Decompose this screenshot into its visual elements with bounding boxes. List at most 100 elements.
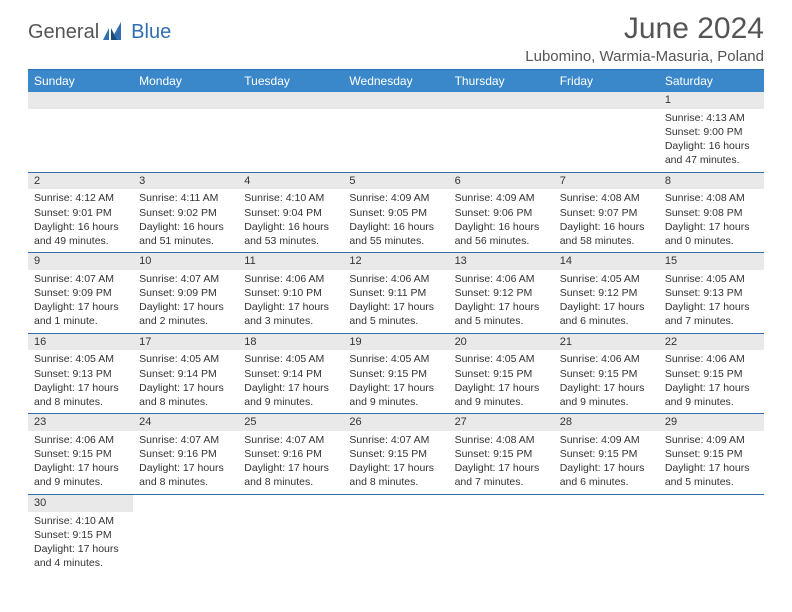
sunrise-text: Sunrise: 4:10 AM [244,191,337,205]
day-header: Monday [133,70,238,92]
daylight-text: and 47 minutes. [665,153,758,167]
calendar-cell: 5Sunrise: 4:09 AMSunset: 9:05 PMDaylight… [343,173,448,254]
sunset-text: Sunset: 9:00 PM [665,125,758,139]
sunset-text: Sunset: 9:08 PM [665,206,758,220]
date-number-empty [238,92,343,109]
sunrise-text: Sunrise: 4:06 AM [560,352,653,366]
daylight-text: and 55 minutes. [349,234,442,248]
sunrise-text: Sunrise: 4:06 AM [34,433,127,447]
date-number: 28 [554,414,659,431]
calendar-cell: 2Sunrise: 4:12 AMSunset: 9:01 PMDaylight… [28,173,133,254]
daylight-text: Daylight: 17 hours [34,542,127,556]
sunset-text: Sunset: 9:15 PM [349,447,442,461]
calendar-cell: 14Sunrise: 4:05 AMSunset: 9:12 PMDayligh… [554,253,659,334]
sunset-text: Sunset: 9:14 PM [244,367,337,381]
header: General Blue June 2024 Lubomino, Warmia-… [28,12,764,65]
sunrise-text: Sunrise: 4:05 AM [244,352,337,366]
calendar-empty-cell [343,495,448,575]
daylight-text: and 5 minutes. [455,314,548,328]
calendar-empty-cell [133,495,238,575]
calendar-cell: 4Sunrise: 4:10 AMSunset: 9:04 PMDaylight… [238,173,343,254]
daylight-text: and 58 minutes. [560,234,653,248]
sunrise-text: Sunrise: 4:06 AM [665,352,758,366]
calendar-empty-cell [238,92,343,173]
daylight-text: and 0 minutes. [665,234,758,248]
calendar-empty-cell [659,495,764,575]
sunset-text: Sunset: 9:13 PM [34,367,127,381]
daylight-text: Daylight: 17 hours [139,381,232,395]
daylight-text: Daylight: 17 hours [34,381,127,395]
daylight-text: Daylight: 17 hours [139,300,232,314]
date-number: 6 [449,173,554,190]
daylight-text: Daylight: 17 hours [34,461,127,475]
sunrise-text: Sunrise: 4:05 AM [34,352,127,366]
sunrise-text: Sunrise: 4:05 AM [455,352,548,366]
date-number: 20 [449,334,554,351]
sunset-text: Sunset: 9:05 PM [349,206,442,220]
daylight-text: and 51 minutes. [139,234,232,248]
sunset-text: Sunset: 9:09 PM [139,286,232,300]
calendar-empty-cell [343,92,448,173]
daylight-text: Daylight: 17 hours [455,381,548,395]
date-number: 11 [238,253,343,270]
date-number: 10 [133,253,238,270]
date-number: 23 [28,414,133,431]
day-header: Tuesday [238,70,343,92]
page-title: June 2024 [525,12,764,46]
sunset-text: Sunset: 9:14 PM [139,367,232,381]
date-number: 14 [554,253,659,270]
daylight-text: Daylight: 17 hours [560,300,653,314]
sunrise-text: Sunrise: 4:10 AM [34,514,127,528]
sunset-text: Sunset: 9:06 PM [455,206,548,220]
daylight-text: and 1 minute. [34,314,127,328]
daylight-text: and 53 minutes. [244,234,337,248]
daylight-text: Daylight: 17 hours [560,461,653,475]
sunrise-text: Sunrise: 4:05 AM [139,352,232,366]
date-number-empty [133,92,238,109]
day-header: Wednesday [343,70,448,92]
calendar-grid: SundayMondayTuesdayWednesdayThursdayFrid… [28,70,764,574]
sunrise-text: Sunrise: 4:05 AM [349,352,442,366]
daylight-text: Daylight: 16 hours [349,220,442,234]
daylight-text: Daylight: 17 hours [349,300,442,314]
date-number: 7 [554,173,659,190]
sunrise-text: Sunrise: 4:09 AM [560,433,653,447]
title-block: June 2024 Lubomino, Warmia-Masuria, Pola… [525,12,764,65]
calendar-cell: 30Sunrise: 4:10 AMSunset: 9:15 PMDayligh… [28,495,133,575]
calendar-cell: 25Sunrise: 4:07 AMSunset: 9:16 PMDayligh… [238,414,343,495]
daylight-text: and 5 minutes. [349,314,442,328]
calendar-cell: 3Sunrise: 4:11 AMSunset: 9:02 PMDaylight… [133,173,238,254]
daylight-text: and 8 minutes. [349,475,442,489]
daylight-text: Daylight: 16 hours [560,220,653,234]
sunset-text: Sunset: 9:15 PM [455,367,548,381]
date-number: 30 [28,495,133,512]
sunset-text: Sunset: 9:02 PM [139,206,232,220]
daylight-text: and 7 minutes. [455,475,548,489]
calendar-cell: 22Sunrise: 4:06 AMSunset: 9:15 PMDayligh… [659,334,764,415]
day-header: Thursday [449,70,554,92]
daylight-text: and 3 minutes. [244,314,337,328]
daylight-text: and 2 minutes. [139,314,232,328]
calendar-cell: 17Sunrise: 4:05 AMSunset: 9:14 PMDayligh… [133,334,238,415]
sunset-text: Sunset: 9:12 PM [560,286,653,300]
sunset-text: Sunset: 9:11 PM [349,286,442,300]
daylight-text: Daylight: 17 hours [244,300,337,314]
sunrise-text: Sunrise: 4:09 AM [665,433,758,447]
date-number: 1 [659,92,764,109]
sunset-text: Sunset: 9:04 PM [244,206,337,220]
date-number-empty [28,92,133,109]
calendar-cell: 19Sunrise: 4:05 AMSunset: 9:15 PMDayligh… [343,334,448,415]
daylight-text: Daylight: 17 hours [349,381,442,395]
daylight-text: and 9 minutes. [560,395,653,409]
sunrise-text: Sunrise: 4:08 AM [665,191,758,205]
sunset-text: Sunset: 9:10 PM [244,286,337,300]
calendar-cell: 7Sunrise: 4:08 AMSunset: 9:07 PMDaylight… [554,173,659,254]
sunset-text: Sunset: 9:15 PM [34,447,127,461]
date-number: 19 [343,334,448,351]
sunset-text: Sunset: 9:16 PM [139,447,232,461]
calendar-empty-cell [554,495,659,575]
sunrise-text: Sunrise: 4:12 AM [34,191,127,205]
date-number-empty [449,92,554,109]
sunset-text: Sunset: 9:15 PM [349,367,442,381]
day-header: Friday [554,70,659,92]
